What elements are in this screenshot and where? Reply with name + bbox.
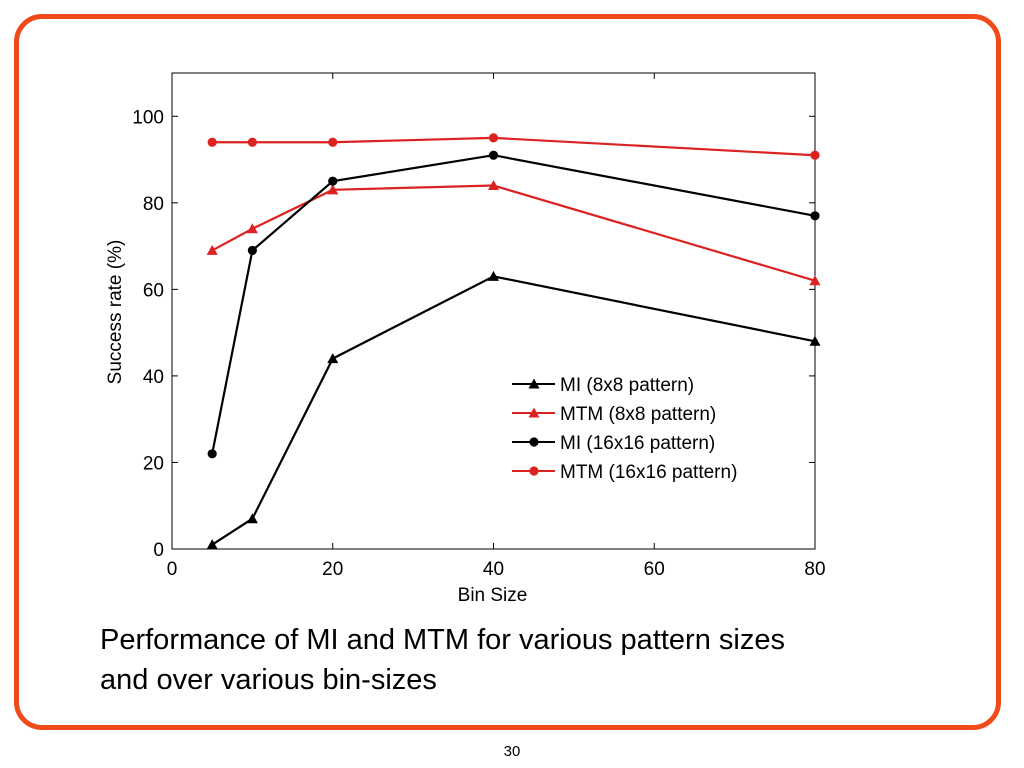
series-4-point xyxy=(328,137,338,147)
y-tick-label: 80 xyxy=(143,194,164,215)
y-axis-label: Success rate (%) xyxy=(105,240,126,385)
series-4-point xyxy=(247,137,257,147)
slide-caption: Performance of MI and MTM for various pa… xyxy=(100,620,960,700)
series-3-point xyxy=(488,150,499,160)
legend-entry: MTM (8x8 pattern) xyxy=(560,404,716,425)
legend-marker xyxy=(529,437,539,447)
legend-entry: MTM (16x16 pattern) xyxy=(560,462,737,483)
legend-marker xyxy=(528,407,540,418)
series-1-point xyxy=(246,513,258,524)
series-2-point xyxy=(246,223,258,234)
series-2-point xyxy=(206,244,218,255)
legend-entry: MI (16x16 pattern) xyxy=(560,433,715,454)
series-2-point xyxy=(809,275,821,286)
x-tick-label: 20 xyxy=(322,559,343,580)
y-tick-label: 60 xyxy=(143,280,164,301)
x-tick-label: 40 xyxy=(483,559,504,580)
series-line-3 xyxy=(211,154,816,455)
series-4-point xyxy=(207,137,217,147)
series-2-point xyxy=(327,184,339,195)
series-3-point xyxy=(328,176,338,186)
legend-marker xyxy=(528,378,540,389)
series-1-point xyxy=(488,270,499,281)
series-3-point xyxy=(247,245,257,256)
caption-line-2: and over various bin-sizes xyxy=(100,664,437,696)
x-tick-label: 80 xyxy=(804,559,825,580)
legend-marker xyxy=(529,466,539,476)
series-1-point xyxy=(327,353,339,364)
series-3-point xyxy=(207,449,217,459)
y-tick-label: 0 xyxy=(153,540,164,561)
series-4-point xyxy=(810,150,820,160)
series-3-point xyxy=(810,211,820,221)
y-tick-label: 40 xyxy=(143,367,164,388)
y-tick-label: 20 xyxy=(143,453,164,474)
legend-entry: MI (8x8 pattern) xyxy=(560,375,694,396)
series-1-point xyxy=(809,335,821,346)
caption-line-1: Performance of MI and MTM for various pa… xyxy=(100,624,785,656)
y-tick-label: 100 xyxy=(132,107,164,128)
slide-frame xyxy=(14,14,1001,730)
series-line-1 xyxy=(211,275,816,546)
series-2-point xyxy=(488,180,499,191)
x-axis-label: Bin Size xyxy=(458,585,528,606)
x-tick-label: 0 xyxy=(167,559,178,580)
series-line-4 xyxy=(212,136,816,157)
page-number: 30 xyxy=(503,743,521,760)
series-4-point xyxy=(488,133,499,143)
series-1-point xyxy=(206,539,218,550)
x-tick-label: 60 xyxy=(644,559,665,580)
